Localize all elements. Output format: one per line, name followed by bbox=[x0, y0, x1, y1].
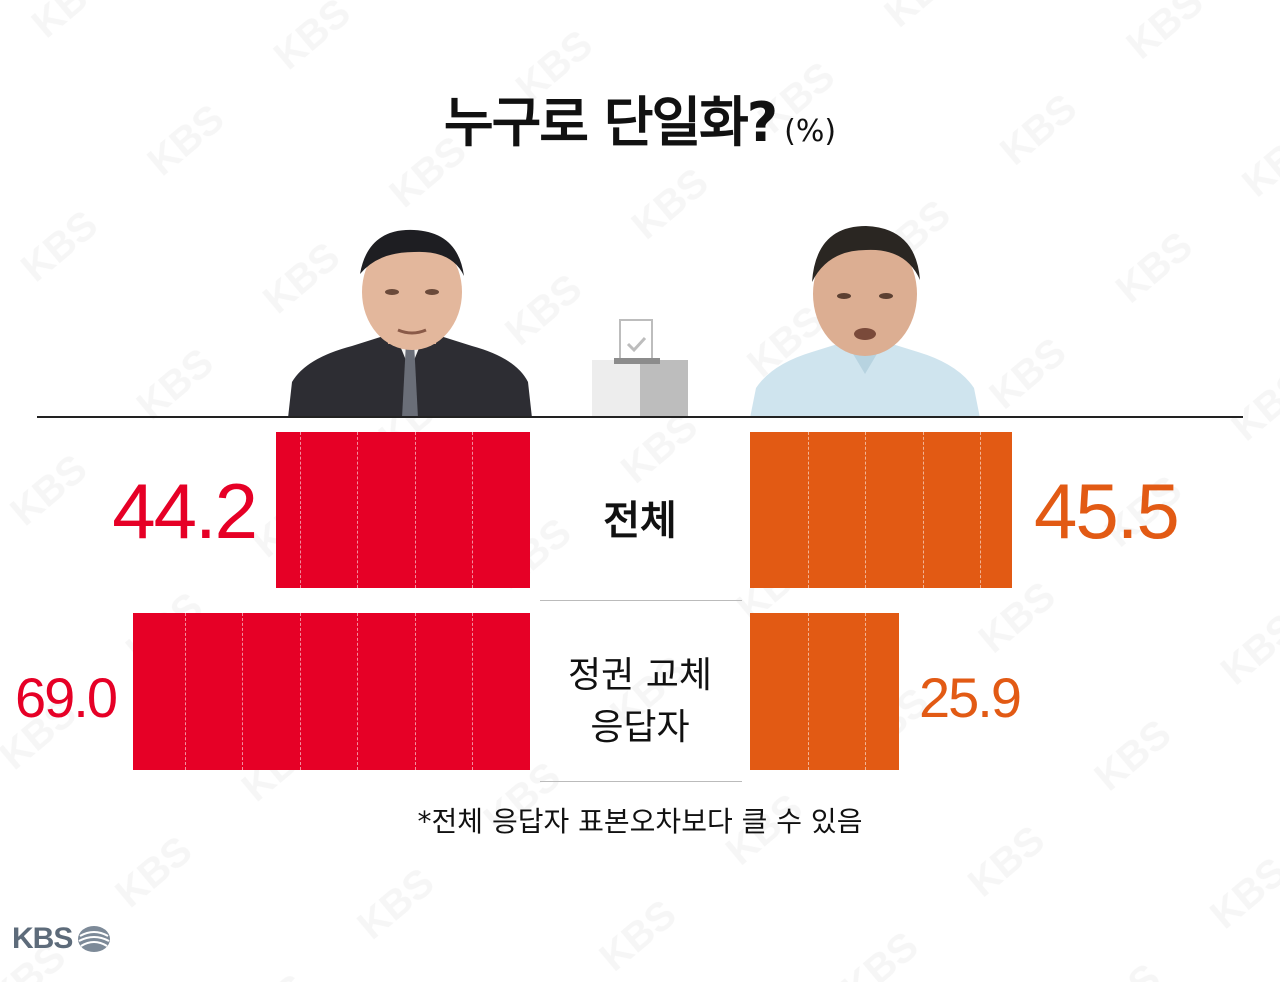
chart-title: 누구로 단일화? bbox=[443, 91, 778, 154]
bar-gridline bbox=[184, 613, 186, 770]
category-label-regime-change-line1: 정권 교체 bbox=[568, 655, 712, 696]
left-candidate-portrait bbox=[288, 229, 532, 418]
bar-gridline bbox=[922, 432, 924, 588]
bar-gridline bbox=[357, 432, 359, 588]
bar-gridline bbox=[807, 432, 809, 588]
kbs-logo-text: KBS bbox=[12, 922, 73, 955]
category-separator-bottom bbox=[540, 781, 742, 782]
bar-regime-change-left bbox=[133, 613, 530, 770]
category-label-regime-change-line2: 응답자 bbox=[590, 707, 690, 748]
bar-gridline bbox=[472, 613, 474, 770]
bar-gridline bbox=[414, 613, 416, 770]
bar-gridline bbox=[242, 613, 244, 770]
bar-regime-change-right bbox=[750, 613, 900, 770]
bar-total-right bbox=[750, 432, 1012, 588]
right-candidate-portrait bbox=[750, 226, 980, 418]
value-label-regime-change-left: 69.0 bbox=[15, 666, 118, 729]
category-label-regime-change: 정권 교체 응답자 bbox=[540, 650, 740, 754]
footnote: *전체 응답자 표본오차보다 클 수 있음 bbox=[417, 805, 863, 838]
bar-gridline bbox=[299, 432, 301, 588]
chart-title-row: 누구로 단일화? (%) bbox=[0, 78, 1280, 157]
bar-gridline bbox=[414, 432, 416, 588]
value-label-regime-change-right: 25.9 bbox=[919, 666, 1022, 729]
bar-total-left bbox=[275, 432, 530, 588]
bar-gridline bbox=[865, 432, 867, 588]
bar-gridline bbox=[980, 432, 982, 588]
value-label-total-left: 44.2 bbox=[112, 467, 258, 555]
category-label-total: 전체 bbox=[603, 498, 677, 544]
bar-gridline bbox=[299, 613, 301, 770]
chart-baseline bbox=[37, 416, 1243, 418]
kbs-logo-icon bbox=[78, 926, 111, 952]
category-separator bbox=[540, 600, 742, 601]
bar-gridline bbox=[357, 613, 359, 770]
bar-gridline bbox=[472, 432, 474, 588]
ballot-box-icon bbox=[592, 319, 688, 416]
value-label-total-right: 45.5 bbox=[1034, 467, 1180, 555]
kbs-logo: KBS bbox=[12, 922, 112, 956]
bar-gridline bbox=[865, 613, 867, 770]
chart-unit: (%) bbox=[784, 114, 837, 149]
bar-gridline bbox=[807, 613, 809, 770]
